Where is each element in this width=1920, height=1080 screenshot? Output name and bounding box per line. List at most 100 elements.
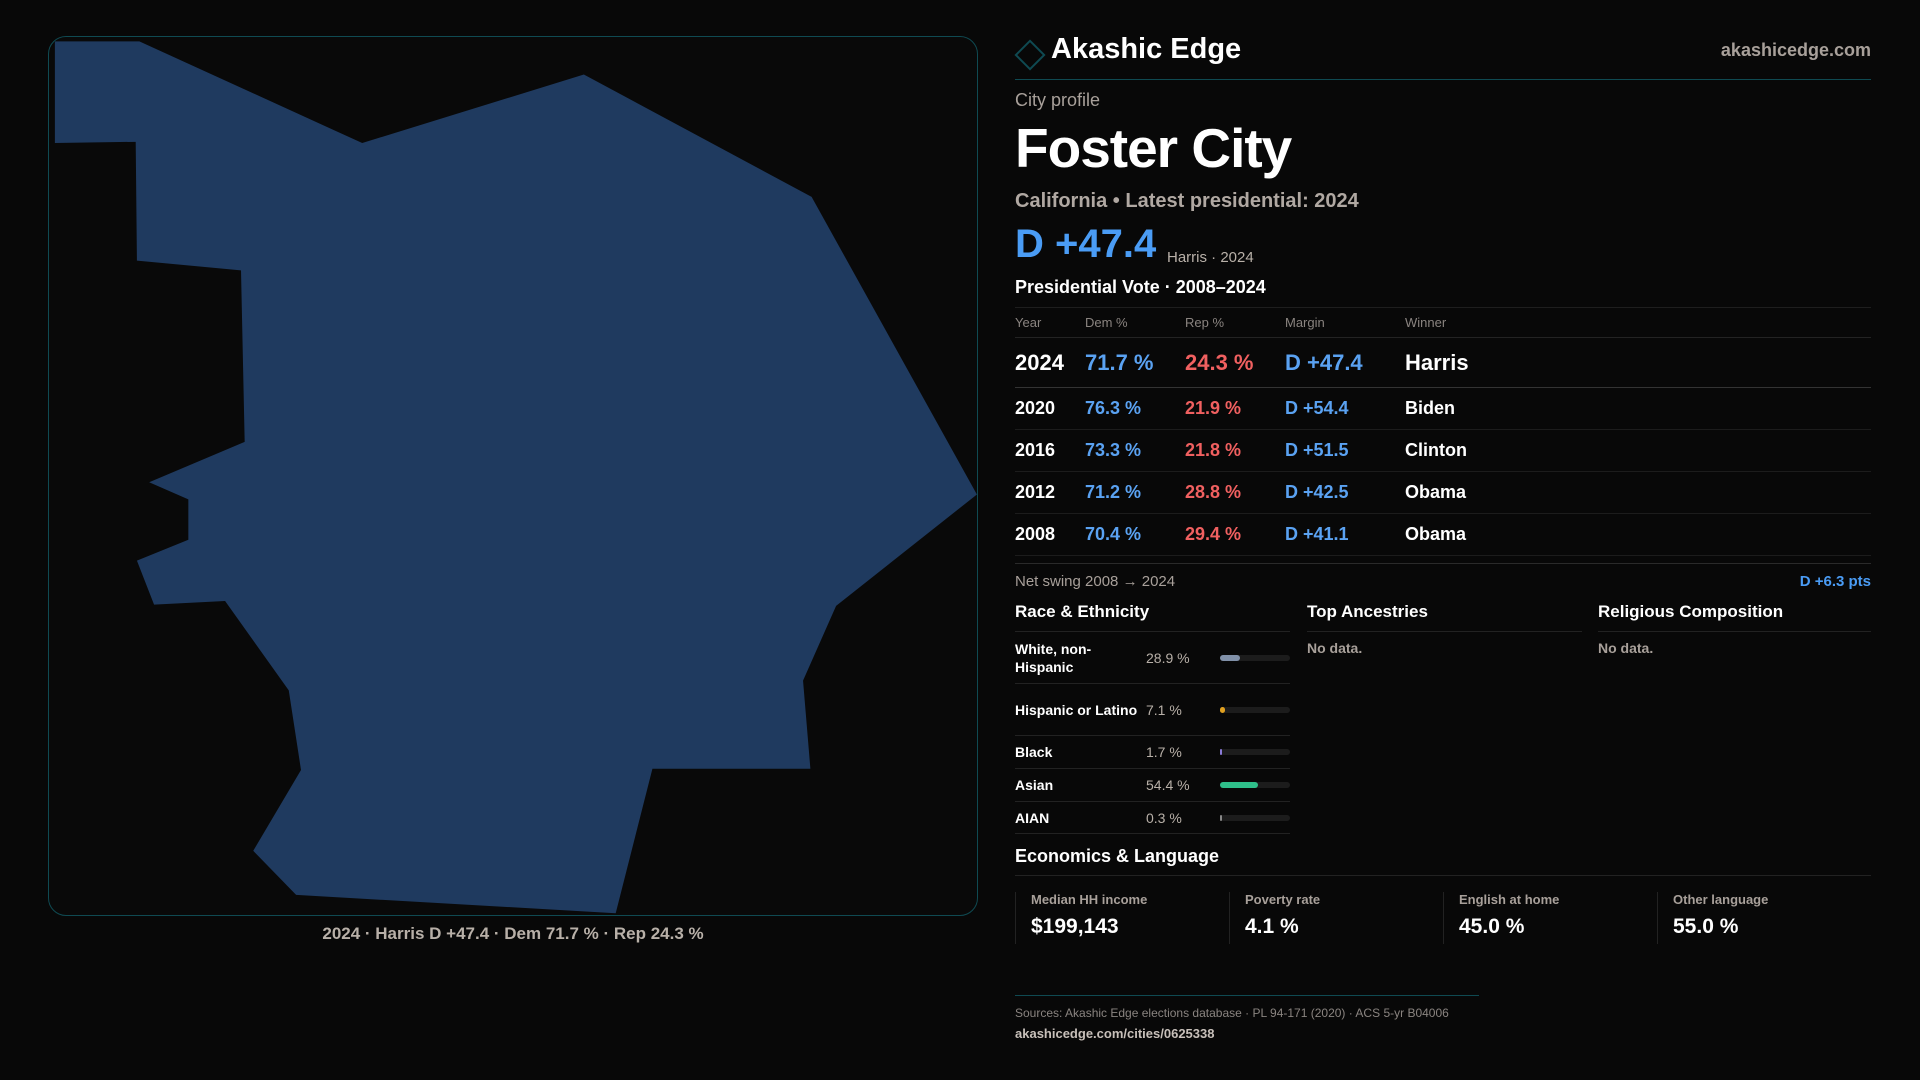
race-bar-track: [1220, 814, 1290, 821]
race-bar-track: [1220, 749, 1290, 755]
stat-card: Poverty rate 4.1 %: [1229, 892, 1443, 944]
col-margin: Margin: [1285, 307, 1405, 338]
votes-title: Presidential Vote · 2008–2024: [1015, 277, 1266, 297]
cell-winner: Obama: [1405, 513, 1871, 556]
race-title: Race & Ethnicity: [1015, 602, 1290, 632]
col-winner: Winner: [1405, 307, 1871, 338]
race-pct: 28.9 %: [1146, 649, 1190, 666]
stat-value: 45.0 %: [1459, 915, 1525, 938]
latest-margin: D +47.4: [1015, 222, 1157, 266]
stat-value: 4.1 %: [1245, 915, 1299, 938]
col-year: Year: [1015, 307, 1085, 338]
cell-margin: D +41.1: [1285, 513, 1405, 556]
race-row: White, non-Hispanic 28.9 %: [1015, 632, 1290, 684]
table-row: 2012 71.2 % 28.8 % D +42.5 Obama: [1015, 471, 1871, 514]
stat-label: Median HH income: [1031, 892, 1148, 907]
race-name: Black: [1015, 744, 1053, 760]
map-caption: 2024 · Harris D +47.4 · Dem 71.7 % · Rep…: [322, 924, 704, 943]
swing-value: D +6.3 pts: [1799, 573, 1871, 590]
cell-dem: 76.3 %: [1085, 387, 1185, 430]
cell-year: 2008: [1015, 513, 1085, 556]
religion-title: Religious Composition: [1598, 602, 1871, 632]
cell-dem: 70.4 %: [1085, 513, 1185, 556]
race-bar-fill: [1220, 654, 1241, 661]
cell-winner: Biden: [1405, 387, 1871, 430]
race-bar-track: [1220, 706, 1290, 713]
cell-rep: 24.3 %: [1185, 337, 1285, 388]
diamond-icon: [1014, 39, 1046, 71]
race-bar-fill: [1220, 706, 1225, 713]
map-panel[interactable]: [48, 36, 978, 916]
subtitle: California • Latest presidential: 2024: [1015, 190, 1359, 212]
stat-card: Other language 55.0 %: [1657, 892, 1871, 944]
cell-rep: 29.4 %: [1185, 513, 1285, 556]
footer-divider: [1015, 995, 1479, 996]
race-row: Black 1.7 %: [1015, 736, 1290, 769]
latest-margin-note: Harris · 2024: [1167, 249, 1254, 266]
cell-rep: 21.9 %: [1185, 387, 1285, 430]
ancestries-section: Top Ancestries No data.: [1307, 602, 1582, 656]
race-name: AIAN: [1015, 809, 1050, 826]
page-title: Foster City: [1015, 117, 1292, 179]
race-name: White, non-Hispanic: [1015, 640, 1092, 675]
votes-table: Year Dem % Rep % Margin Winner 2024 71.7 …: [1015, 307, 1871, 556]
race-row: AIAN 0.3 %: [1015, 802, 1290, 834]
brand-name[interactable]: Akashic Edge: [1051, 33, 1242, 65]
sources: Sources: Akashic Edge elections database…: [1015, 1006, 1449, 1020]
race-bar-track: [1220, 654, 1290, 661]
col-rep: Rep %: [1185, 307, 1285, 338]
stat-label: English at home: [1459, 892, 1560, 907]
cell-year: 2012: [1015, 471, 1085, 514]
cell-year: 2024: [1015, 337, 1085, 388]
race-row: Hispanic or Latino 7.1 %: [1015, 684, 1290, 736]
race-pct: 1.7 %: [1146, 744, 1182, 760]
race-pct: 7.1 %: [1146, 701, 1182, 718]
religion-section: Religious Composition No data.: [1598, 602, 1871, 656]
cell-margin: D +42.5: [1285, 471, 1405, 514]
race-pct: 54.4 %: [1146, 777, 1190, 793]
swing-label: Net swing 2008 → 2024: [1015, 573, 1176, 590]
cell-margin: D +51.5: [1285, 429, 1405, 472]
cell-dem: 71.2 %: [1085, 471, 1185, 514]
header: Akashic Edge akashicedge.com: [1014, 30, 1871, 80]
race-bar-fill: [1220, 749, 1222, 755]
race-row: Asian 54.4 %: [1015, 769, 1290, 802]
religion-empty: No data.: [1598, 640, 1654, 656]
ancestries-title: Top Ancestries: [1307, 602, 1582, 632]
economics-stats: Median HH income $199,143 Poverty rate 4.1 …: [1015, 892, 1871, 944]
table-row: 2020 76.3 % 21.9 % D +54.4 Biden: [1015, 387, 1871, 430]
race-pct: 0.3 %: [1146, 809, 1182, 826]
col-dem: Dem %: [1085, 307, 1185, 338]
stat-value: $199,143: [1031, 915, 1119, 938]
cell-margin: D +54.4: [1285, 387, 1405, 430]
cell-rep: 21.8 %: [1185, 429, 1285, 472]
cell-rep: 28.8 %: [1185, 471, 1285, 514]
stat-value: 55.0 %: [1673, 915, 1739, 938]
eyebrow: City profile: [1015, 90, 1101, 110]
race-name: Asian: [1015, 777, 1054, 793]
race-bar-fill: [1220, 782, 1259, 788]
cell-winner: Clinton: [1405, 429, 1871, 472]
cell-margin: D +47.4: [1285, 337, 1405, 388]
cell-dem: 73.3 %: [1085, 429, 1185, 472]
city-boundary-shape[interactable]: [54, 41, 977, 914]
page-url[interactable]: akashicedge.com/cities/0625338: [1015, 1026, 1215, 1041]
table-row: 2016 73.3 % 21.8 % D +51.5 Clinton: [1015, 429, 1871, 472]
cell-dem: 71.7 %: [1085, 337, 1185, 388]
table-row: 2024 71.7 % 24.3 % D +47.4 Harris: [1015, 337, 1871, 388]
stat-label: Poverty rate: [1245, 892, 1321, 907]
divider: [1015, 563, 1871, 564]
site-link[interactable]: akashicedge.com: [1720, 40, 1871, 60]
race-name: Hispanic or Latino: [1015, 701, 1138, 718]
stat-label: Other language: [1673, 892, 1769, 907]
table-row: 2008 70.4 % 29.4 % D +41.1 Obama: [1015, 513, 1871, 556]
cell-winner: Obama: [1405, 471, 1871, 514]
race-bar-track: [1220, 782, 1290, 788]
economics-title: Economics & Language: [1015, 846, 1871, 876]
stat-card: Median HH income $199,143: [1015, 892, 1229, 944]
race-section: Race & Ethnicity White, non-Hispanic 28.9…: [1015, 602, 1290, 834]
ancestries-empty: No data.: [1307, 640, 1363, 656]
cell-year: 2016: [1015, 429, 1085, 472]
race-bar-fill: [1220, 814, 1222, 821]
cell-year: 2020: [1015, 387, 1085, 430]
